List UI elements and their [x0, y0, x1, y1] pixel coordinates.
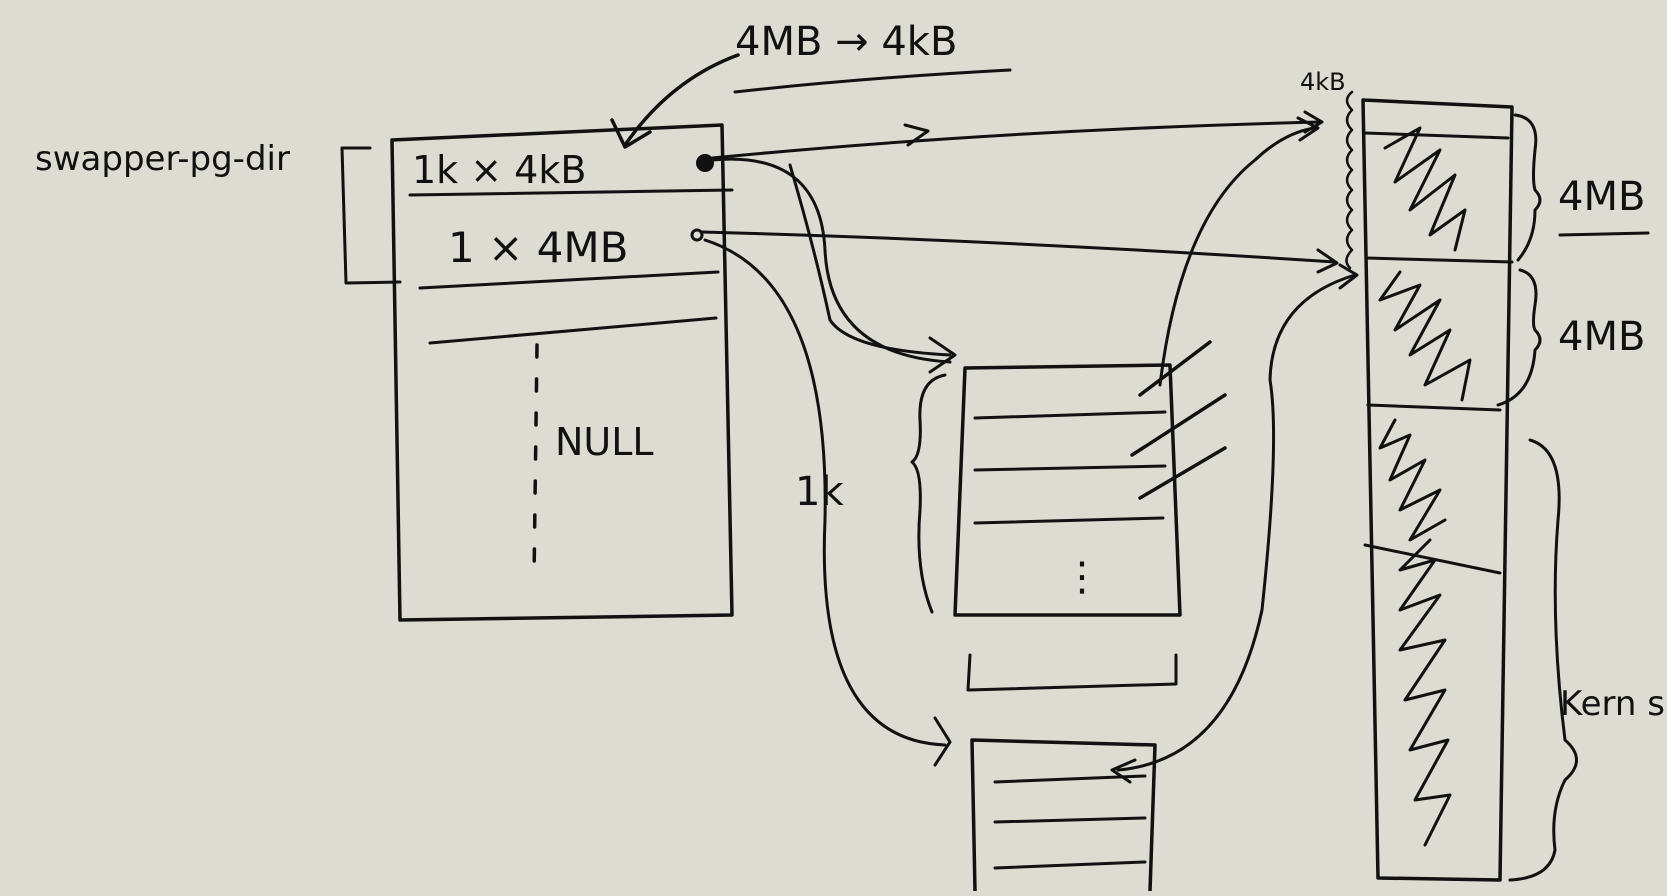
pt-to-memory-arrowhead — [1296, 116, 1320, 142]
memory-line-1 — [1363, 131, 1510, 140]
small-entry-to-4kb-arrow — [710, 120, 1322, 160]
memory-fill-4 — [1398, 538, 1452, 847]
dir-entry-small-text: 1k × 4kB — [412, 148, 586, 192]
page-directory-outline — [390, 123, 734, 622]
brace-4mb-a — [1513, 113, 1542, 262]
memory-line-2 — [1364, 256, 1514, 264]
small-entry-to-pagetable-arrow-2 — [788, 163, 952, 357]
size-4mb-b-label: 4MB — [1558, 314, 1645, 360]
top-note-label: 4MB → 4kB — [735, 19, 957, 65]
physical-memory-column — [1345, 90, 1514, 882]
lower-to-memory-arrowhead — [1338, 263, 1359, 290]
pt-row-line-1 — [973, 410, 1167, 420]
entry-small-pointer-dot — [696, 154, 714, 172]
kern-size-label: Kern size — [1560, 684, 1667, 724]
count-1k-brace — [910, 373, 947, 614]
dir-row-line-3 — [428, 316, 718, 345]
big-entry-to-lower-table-arrow — [703, 238, 947, 747]
null-dashed-line — [532, 343, 539, 582]
top-note-underline — [733, 68, 1012, 94]
brace-4mb-b — [1496, 268, 1542, 407]
dir-row-line-1 — [408, 188, 734, 197]
note-to-table-arrowhead — [610, 118, 652, 149]
pointer-name-label: swapper-pg-dir — [35, 139, 290, 179]
big-entry-arrowhead — [1316, 248, 1339, 274]
lower-table-arrowhead — [933, 716, 952, 767]
pt-row-line-3 — [973, 516, 1165, 525]
pointer-bracket — [340, 146, 402, 285]
page-table-middle: ⋮ — [953, 340, 1227, 617]
size-4mb-a-label: 4MB — [1558, 174, 1645, 220]
memory-fill-2 — [1378, 270, 1472, 402]
brace-kern-size — [1508, 438, 1578, 882]
page-directory-table: 1k × 4kB 1 × 4MB NULL — [390, 123, 734, 622]
size-4mb-a-underline — [1558, 231, 1650, 237]
pt-entry-stroke-3 — [1138, 446, 1227, 500]
count-1k-label: 1k — [795, 469, 844, 515]
memory-fill-3 — [1378, 418, 1447, 542]
middle-table-underbracket — [966, 653, 1178, 692]
memory-4kb-squiggle — [1345, 90, 1354, 270]
memory-4kb-label: 4kB — [1300, 68, 1346, 96]
pagetable-arrowhead — [928, 336, 957, 374]
lower-table-outline — [970, 738, 1157, 893]
pt-row-line-2 — [973, 464, 1167, 472]
memory-line-3 — [1366, 403, 1502, 412]
lower-row-line-2 — [993, 816, 1147, 824]
small-entry-arrowhead-mid — [903, 123, 930, 147]
dir-entry-big-text: 1 × 4MB — [448, 223, 628, 272]
null-text: NULL — [555, 420, 654, 464]
lower-table-back-arrowhead — [1110, 758, 1137, 784]
lower-row-line-3 — [993, 860, 1147, 870]
big-entry-to-4mb-arrow — [700, 230, 1337, 264]
page-table-dots: ⋮ — [1062, 554, 1102, 600]
pt-to-memory-curve — [1158, 126, 1317, 387]
dir-row-line-2 — [418, 270, 720, 290]
pt-entry-stroke-1 — [1138, 340, 1212, 397]
entry-big-pointer-dot — [690, 228, 704, 242]
page-table-outline — [953, 363, 1182, 617]
memory-column-outline — [1361, 98, 1514, 882]
memory-fill-1 — [1383, 126, 1467, 252]
pt-entry-stroke-2 — [1130, 393, 1227, 457]
memory-line-4 — [1363, 543, 1502, 575]
lower-to-memory-curve — [1116, 273, 1357, 772]
